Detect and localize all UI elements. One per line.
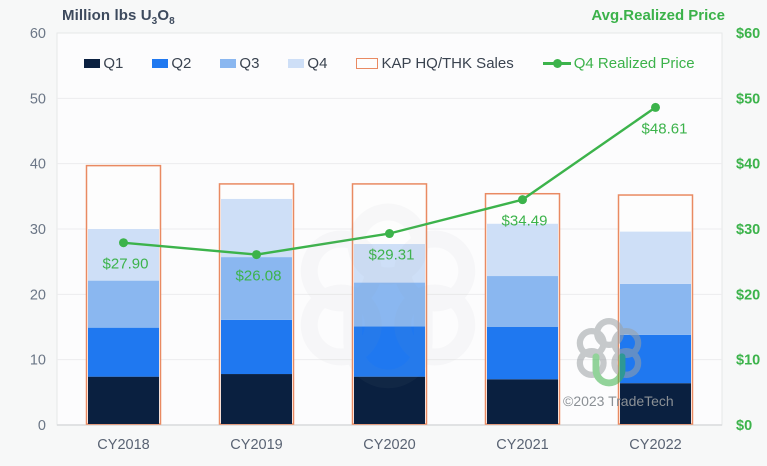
bar-q2-cy2021[interactable]	[487, 327, 558, 380]
y-axis-right-tick: $10	[736, 353, 760, 369]
left-axis-title: Million lbs U3O8	[62, 7, 175, 27]
y-axis-left-tick: 50	[30, 91, 46, 107]
y-axis-left-tick: 60	[30, 26, 46, 42]
legend-swatch	[152, 58, 169, 68]
bar-q4-cy2021[interactable]	[487, 223, 558, 277]
bar-q1-cy2018[interactable]	[88, 376, 159, 424]
y-axis-left-tick: 30	[30, 222, 46, 238]
legend-swatch	[542, 58, 571, 68]
legend-item-q1[interactable]: Q1	[84, 55, 123, 72]
legend-swatch	[288, 58, 305, 68]
bar-q3-cy2022[interactable]	[620, 283, 691, 335]
price-label-cy2020: $29.31	[369, 247, 415, 264]
legend-label: Q1	[103, 54, 124, 72]
legend-swatch	[84, 58, 101, 68]
y-axis-left-tick: 40	[30, 157, 46, 173]
price-label-cy2019: $26.08	[236, 268, 282, 285]
y-axis-right-tick: $50	[736, 91, 760, 107]
bar-q4-cy2022[interactable]	[620, 231, 691, 284]
legend-label: Q3	[239, 54, 260, 72]
right-axis-title: Avg.Realized Price	[591, 7, 725, 24]
y-axis-left-tick: 0	[38, 418, 46, 434]
x-label-cy2019: CY2019	[230, 437, 282, 453]
y-axis-left-tick: 10	[30, 353, 46, 369]
bar-q2-cy2020[interactable]	[354, 326, 425, 377]
bar-q3-cy2021[interactable]	[487, 276, 558, 327]
bar-q2-cy2022[interactable]	[620, 334, 691, 384]
x-label-cy2022: CY2022	[629, 437, 681, 453]
x-label-cy2021: CY2021	[496, 437, 548, 453]
y-axis-left-tick: 20	[30, 287, 46, 303]
legend-item-q4[interactable]: Q4	[288, 55, 327, 72]
bar-q4-cy2018[interactable]	[88, 229, 159, 281]
chart-legend: Q1 Q2 Q3 Q4 KAP HQ/THK Sales Q4 Realized Pric…	[57, 52, 722, 74]
bar-q1-cy2021[interactable]	[487, 379, 558, 424]
price-dot-cy2019[interactable]	[252, 250, 261, 260]
legend-swatch	[220, 58, 237, 68]
bar-q4-cy2020[interactable]	[354, 244, 425, 283]
bar-q1-cy2022[interactable]	[620, 383, 691, 424]
legend-item-q2[interactable]: Q2	[152, 55, 191, 72]
legend-label: Q2	[171, 54, 192, 72]
bar-q3-cy2018[interactable]	[88, 280, 159, 328]
price-dot-cy2021[interactable]	[518, 195, 527, 205]
bar-q3-cy2020[interactable]	[354, 282, 425, 327]
bar-q4-cy2019[interactable]	[221, 198, 292, 258]
y-axis-right-tick: $40	[736, 157, 760, 173]
price-dot-cy2020[interactable]	[385, 229, 394, 239]
legend-item-q3[interactable]: Q3	[220, 55, 259, 72]
y-axis-right-tick: $30	[736, 222, 760, 238]
price-dot-cy2018[interactable]	[119, 238, 128, 248]
bar-q2-cy2019[interactable]	[221, 319, 292, 375]
price-label-cy2018: $27.90	[103, 256, 149, 273]
x-label-cy2020: CY2020	[363, 437, 415, 453]
legend-item-kap-hq-thk-sales[interactable]: KAP HQ/THK Sales	[356, 54, 514, 72]
bar-q3-cy2019[interactable]	[221, 257, 292, 320]
legend-label: KAP HQ/THK Sales	[381, 54, 514, 72]
legend-swatch	[356, 57, 379, 69]
price-label-cy2022: $48.61	[642, 120, 688, 137]
price-label-cy2021: $34.49	[502, 213, 548, 230]
y-axis-right-tick: $0	[736, 418, 752, 434]
bar-q1-cy2019[interactable]	[221, 374, 292, 424]
y-axis-right-tick: $60	[736, 26, 760, 42]
price-dot-cy2022[interactable]	[651, 102, 660, 112]
legend-item-q4-realized-price[interactable]: Q4 Realized Price	[542, 54, 695, 72]
bar-q1-cy2020[interactable]	[354, 376, 425, 424]
x-label-cy2018: CY2018	[97, 437, 149, 453]
y-axis-right-tick: $20	[736, 287, 760, 303]
bar-q2-cy2018[interactable]	[88, 327, 159, 377]
legend-label: Q4	[307, 54, 328, 72]
legend-label: Q4 Realized Price	[573, 54, 695, 72]
